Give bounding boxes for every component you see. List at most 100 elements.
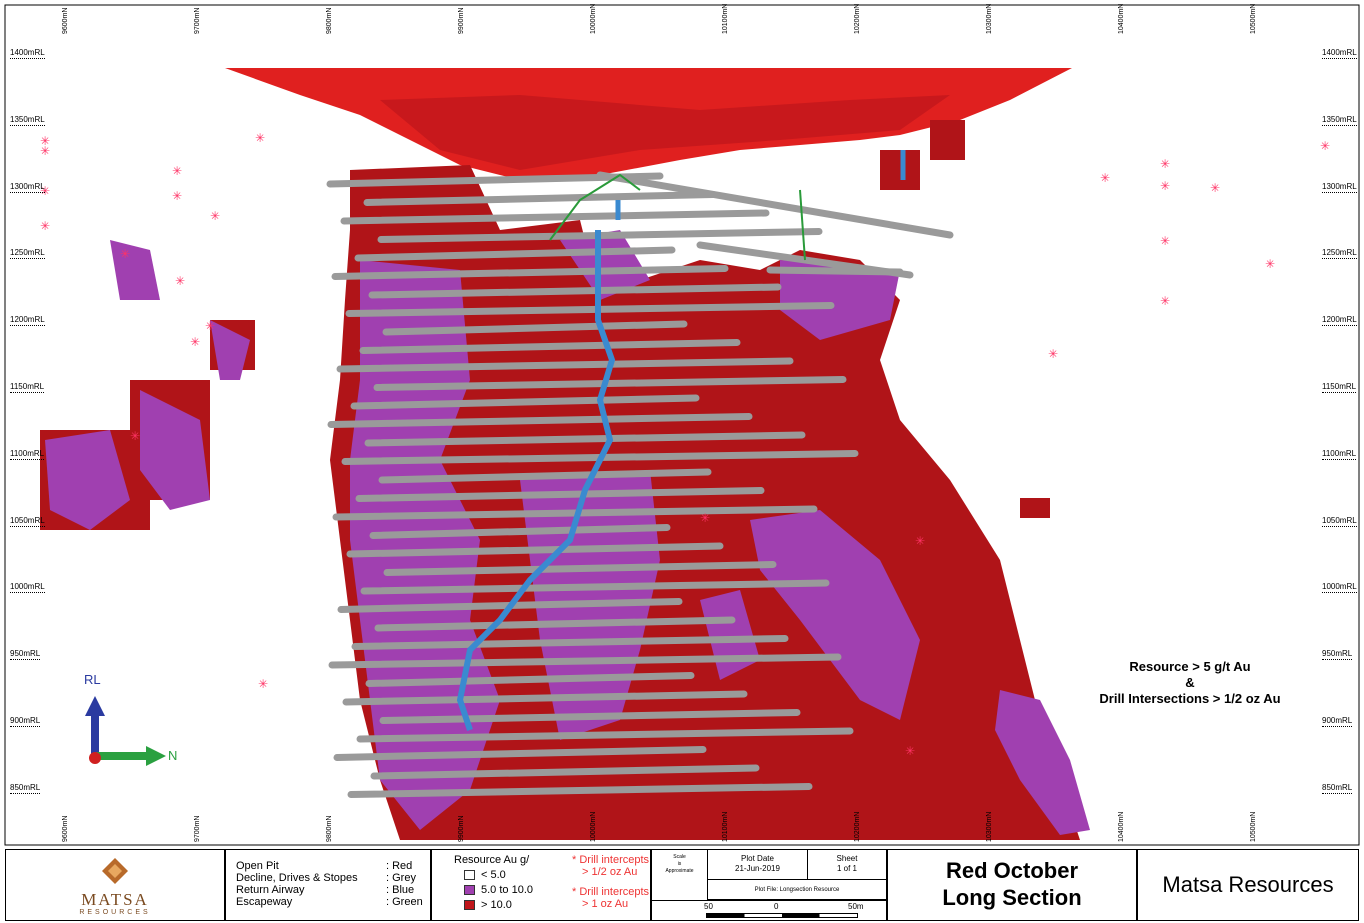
caption-line-2: & bbox=[1185, 675, 1195, 690]
drill-intercept-marker: ✳ bbox=[1100, 171, 1110, 185]
resource-swatch bbox=[464, 900, 475, 911]
return-airway-upper bbox=[615, 150, 906, 220]
workings-legend: Open Pit: Red Decline, Drives & Stopes: G… bbox=[225, 849, 431, 921]
drill-intercept-marker: ✳ bbox=[258, 677, 268, 691]
plot-file: Plot File: Longsection Resource bbox=[708, 881, 886, 900]
drill-intercept-marker: ✳ bbox=[1160, 234, 1170, 248]
northing-label: 10100mN bbox=[722, 811, 729, 842]
company-cell: Matsa Resources bbox=[1137, 849, 1359, 921]
rl-label: 1300mRL bbox=[10, 181, 45, 193]
plot-date-label: Plot Date bbox=[741, 854, 774, 863]
workings-color: : Red bbox=[386, 860, 413, 872]
drive-line bbox=[328, 653, 842, 669]
northing-label: 9700mN bbox=[194, 815, 201, 842]
drive-line bbox=[356, 727, 854, 743]
drill-intercept-marker: ✳ bbox=[210, 209, 220, 223]
drive-line bbox=[354, 246, 676, 262]
rl-label: 1200mRL bbox=[1322, 315, 1357, 327]
title-line-2: Long Section bbox=[942, 885, 1082, 910]
rl-label: 850mRL bbox=[1322, 782, 1353, 794]
company-name: Matsa Resources bbox=[1162, 872, 1334, 897]
caption-line-3: Drill Intersections > 1/2 oz Au bbox=[1099, 691, 1281, 706]
scale-bar bbox=[706, 913, 858, 918]
rl-label: 1350mRL bbox=[1322, 114, 1357, 126]
intercept-legend-line1: * Drill intercepts bbox=[572, 886, 650, 898]
drill-intercepts: ✳✳✳✳✳✳✳✳✳✳✳✳✳✳✳✳✳ ✳✳✳✳✳✳✳✳✳ bbox=[40, 131, 1330, 758]
return-airway bbox=[456, 230, 616, 731]
drill-intercept-marker: ✳ bbox=[172, 164, 182, 178]
rl-label: 850mRL bbox=[10, 782, 41, 794]
long-section-drawing: ✳✳✳✳✳✳✳✳✳✳✳✳✳✳✳✳✳ ✳✳✳✳✳✳✳✳✳ bbox=[4, 4, 1360, 846]
rl-label: 900mRL bbox=[10, 716, 41, 727]
rl-label: 1200mRL bbox=[10, 315, 45, 327]
drive-line bbox=[766, 266, 904, 276]
rl-label: 950mRL bbox=[1322, 649, 1353, 661]
resource-label: < 5.0 bbox=[481, 869, 506, 881]
drive-line bbox=[373, 376, 847, 391]
scale-tick-left: 50 bbox=[704, 902, 713, 911]
drive-line bbox=[331, 265, 729, 280]
workings-color: : Grey bbox=[386, 872, 416, 884]
drill-intercept-marker: ✳ bbox=[1265, 257, 1275, 271]
caption-line-1: Resource > 5 g/t Au bbox=[1129, 659, 1251, 674]
northing-label: 9800mN bbox=[326, 7, 333, 34]
drive-line bbox=[360, 579, 830, 595]
rl-label: 1150mRL bbox=[1322, 382, 1357, 393]
drive-line bbox=[374, 616, 736, 632]
logo-name: MATSA bbox=[81, 890, 149, 909]
drive-line bbox=[365, 672, 695, 687]
rl-label: 1350mRL bbox=[10, 114, 45, 126]
northing-label: 10000mN bbox=[590, 3, 597, 34]
drill-intercept-marker: ✳ bbox=[120, 247, 130, 261]
drive-line bbox=[347, 783, 813, 798]
workings-legend-row: Decline, Drives & Stopes: Grey bbox=[236, 872, 430, 884]
resource-legend-row: 5.0 to 10.0 bbox=[464, 883, 533, 898]
northing-label: 9800mN bbox=[326, 815, 333, 842]
rl-label: 950mRL bbox=[10, 649, 41, 661]
drive-line bbox=[383, 561, 777, 576]
northing-label: 9600mN bbox=[62, 815, 69, 842]
long-section-map: ✳ ✳ ✳ ✳ ✳ ✳ ✳ ✳ ✳ ✳ ✳ ✳ ✳ ✳ ✳ ✳ ✳ ✳ ✳ ✳ ✳ ✳ ✳ ✳ ✳ ✳ 1400mRL 1350mR… bbox=[4, 3, 1360, 846]
rl-label: 1150mRL bbox=[10, 382, 45, 393]
drive-line bbox=[369, 524, 671, 539]
drive-line bbox=[378, 468, 712, 484]
drill-intercept-marker: ✳ bbox=[1160, 179, 1170, 193]
drill-intercept-marker: ✳ bbox=[40, 144, 50, 158]
drive-line bbox=[351, 635, 789, 650]
intercept-legend-line2: > 1/2 oz Au bbox=[582, 866, 638, 878]
rl-label: 1400mRL bbox=[1322, 48, 1357, 59]
drive-line bbox=[336, 357, 794, 373]
rl-label: 1100mRL bbox=[10, 448, 45, 460]
title-line-1: Red October bbox=[945, 858, 1079, 883]
matsa-logo-icon bbox=[102, 858, 128, 884]
workings-label: Return Airway bbox=[236, 884, 305, 896]
workings-color: : Green bbox=[386, 896, 423, 908]
scale-label-3: Approximate bbox=[665, 868, 694, 874]
northing-label: 10400mN bbox=[1118, 811, 1125, 842]
drill-intercept-marker: ✳ bbox=[255, 131, 265, 145]
resource-legend: Resource Au g/ < 5.0 5.0 to 10.0 > 10.0 * … bbox=[431, 849, 651, 921]
drive-line bbox=[350, 394, 700, 410]
scale-cell: Scale is Approximate Plot Date 21-Jun-20… bbox=[651, 849, 887, 921]
drill-intercept-marker: ✳ bbox=[172, 189, 182, 203]
northing-label: 10400mN bbox=[1118, 3, 1125, 34]
northing-label: 9600mN bbox=[62, 7, 69, 34]
drive-line bbox=[340, 209, 770, 225]
drive-line bbox=[333, 746, 707, 761]
resource-legend-title: Resource Au g/ bbox=[454, 854, 530, 866]
rl-label: 1000mRL bbox=[10, 582, 45, 594]
workings-legend-row: Open Pit: Red bbox=[236, 860, 430, 872]
drill-intercept-marker: ✳ bbox=[1320, 139, 1330, 153]
drive-line bbox=[355, 487, 765, 502]
drill-intercept-marker: ✳ bbox=[1160, 294, 1170, 308]
drive-line bbox=[370, 764, 760, 780]
drill-intercept-marker: ✳ bbox=[175, 274, 185, 288]
drive-line bbox=[327, 413, 753, 428]
title-cell: Red October Long Section bbox=[887, 849, 1137, 921]
intercept-legend-item: * Drill intercepts > 1/2 oz Au bbox=[572, 854, 649, 878]
northing-label: 10200mN bbox=[854, 3, 861, 34]
drive-line bbox=[342, 690, 748, 706]
rl-label: 1400mRL bbox=[10, 48, 45, 59]
drive-line bbox=[368, 283, 782, 299]
rl-label: 1250mRL bbox=[10, 248, 45, 260]
